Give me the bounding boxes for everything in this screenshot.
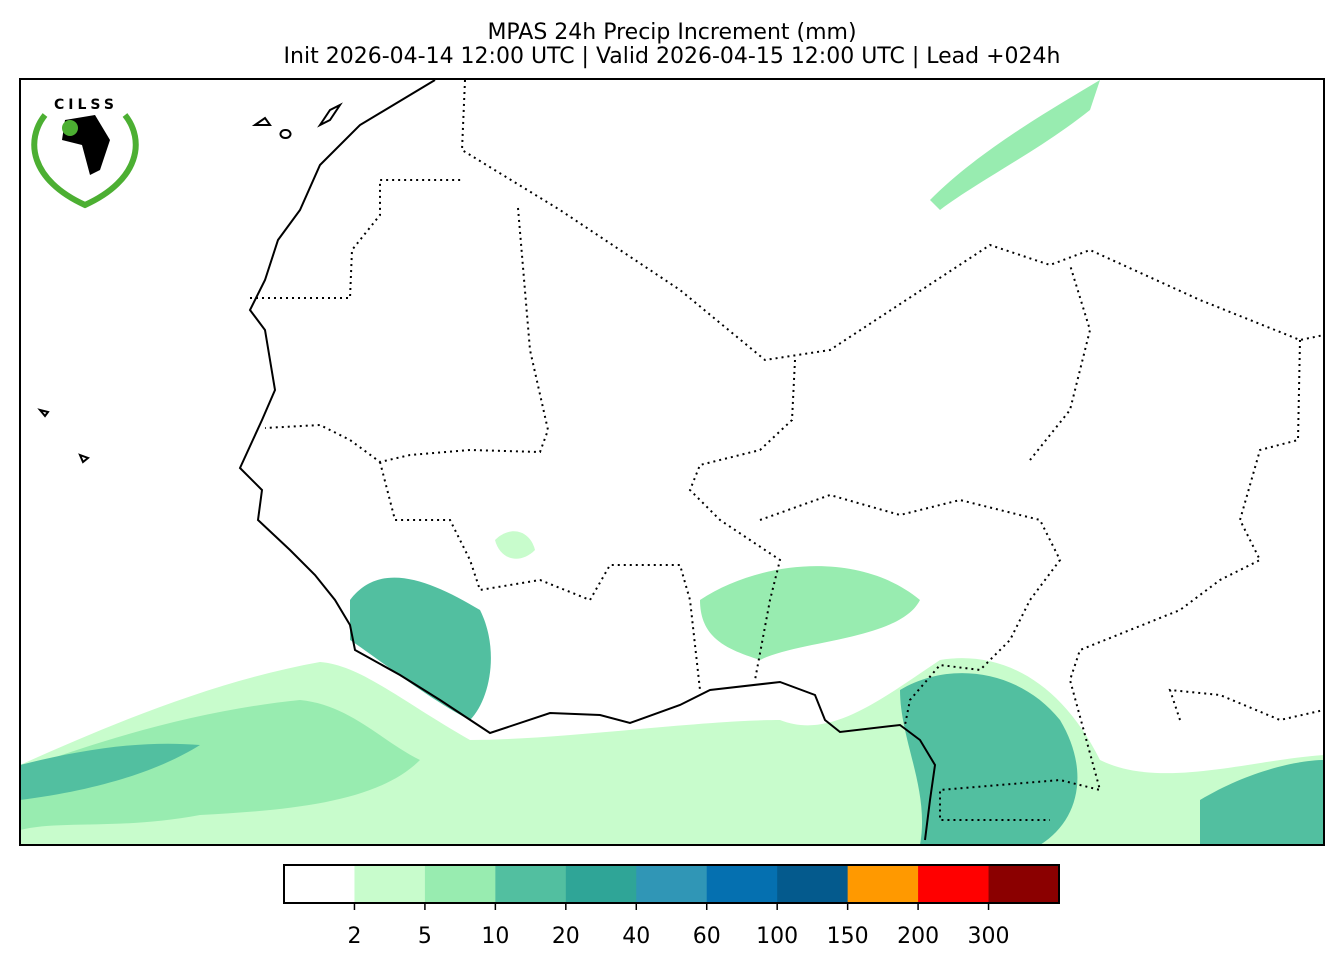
island	[37, 102, 343, 464]
colorbar-tick-label: 20	[552, 924, 580, 949]
precip-area	[350, 577, 491, 720]
border	[460, 79, 1324, 362]
colorbar-segment	[565, 865, 637, 903]
precip-area	[495, 531, 535, 559]
colorbar-segment	[495, 865, 567, 903]
colorbar-tick-label: 5	[418, 924, 432, 949]
colorbar-tick-label: 100	[756, 924, 798, 949]
colorbar-tick-label: 200	[897, 924, 939, 949]
logo-dot	[62, 120, 78, 136]
colorbar-segment	[918, 865, 990, 903]
colorbar-segment	[706, 865, 778, 903]
colorbar-segment	[847, 865, 919, 903]
colorbar-segment	[354, 865, 426, 903]
border	[759, 493, 1062, 726]
colorbar-segment	[988, 865, 1060, 903]
map-frame	[19, 78, 1325, 846]
colorbar-tick-label: 60	[693, 924, 721, 949]
colorbar-segment	[636, 865, 708, 903]
border	[1029, 264, 1092, 461]
map	[19, 78, 1325, 846]
border	[1168, 688, 1324, 722]
logo-text: CILSS	[54, 97, 118, 113]
colorbar-segment	[777, 865, 849, 903]
colorbar-segment	[424, 865, 496, 903]
colorbar-segment	[284, 865, 355, 903]
border	[264, 207, 550, 464]
precip-area	[900, 673, 1078, 845]
colorbar-tick-label: 300	[968, 924, 1010, 949]
border	[250, 179, 462, 299]
colorbar-tick-label: 10	[481, 924, 509, 949]
border	[379, 461, 701, 691]
colorbar-frame	[283, 864, 1060, 904]
precip-area	[20, 743, 200, 800]
precip-area	[1200, 760, 1324, 845]
subtitle: Init 2026-04-14 12:00 UTC | Valid 2026-0…	[284, 44, 1061, 69]
precip-area	[20, 700, 420, 830]
precip-area	[930, 80, 1100, 210]
logo: CILSS	[31, 97, 139, 209]
logo-wreath	[31, 113, 139, 209]
colorbar: 2 5 10 20 40 60 100 150 200 300	[283, 864, 1060, 949]
colorbar-tick-label: 2	[347, 924, 361, 949]
colorbar-tick-label: 150	[827, 924, 869, 949]
title: MPAS 24h Precip Increment (mm)	[487, 20, 856, 45]
colorbar-tick-label: 40	[622, 924, 650, 949]
coastline	[238, 79, 937, 841]
precip-area	[700, 566, 920, 660]
border	[939, 339, 1301, 821]
